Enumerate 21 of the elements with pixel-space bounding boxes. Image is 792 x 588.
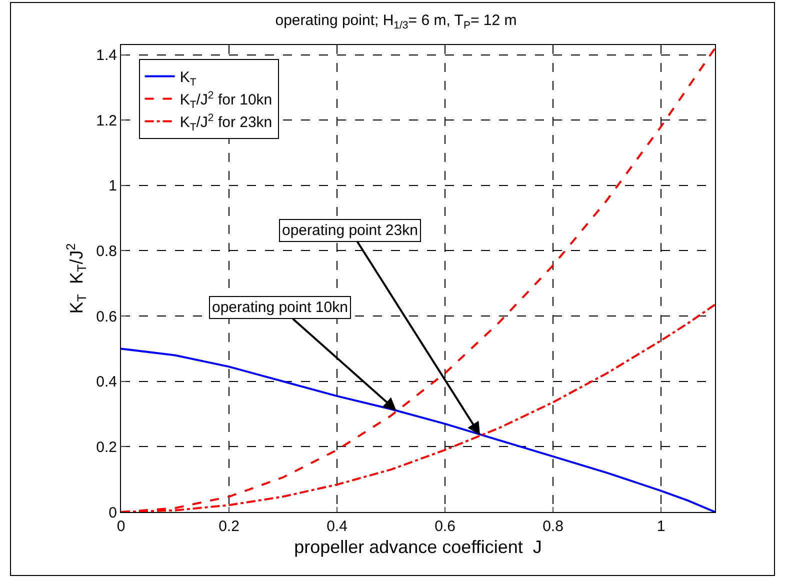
y-tick-label: 0.4 — [96, 374, 117, 391]
legend-label: K$_{T}$/J$^{2}$ for 23kn — [180, 112, 272, 134]
line-series — [121, 348, 715, 512]
legend-label: K$_{T}$ — [180, 69, 197, 88]
annotation: operating point 10kn — [212, 299, 348, 316]
annotation: operating point 23kn — [282, 222, 418, 239]
legend-label: K$_{T}$/J$^{2}$ for 10kn — [180, 89, 272, 111]
chart-title: operating point; H$_{1/3}$= 6 m, T$_{P}$= 12 m — [275, 12, 517, 32]
x-tick-label: 0.6 — [434, 518, 456, 535]
x-tick-label: 1 — [656, 518, 666, 535]
x-tick-label: 0.8 — [542, 518, 564, 535]
y-tick-label: 1.2 — [96, 112, 117, 130]
x-tick-label: 0.4 — [326, 518, 348, 535]
y-tick-label: 0.6 — [96, 308, 117, 326]
y-tick-label: 1.4 — [96, 47, 117, 64]
x-axis-title: propeller advance coefficient J — [294, 537, 542, 558]
y-tick-label: 0 — [108, 504, 117, 522]
y-tick-label: 0.8 — [96, 242, 117, 260]
y-tick-label: 0.2 — [96, 438, 117, 456]
y-tick-label: 1 — [108, 178, 117, 195]
x-tick-label: 0.2 — [218, 518, 240, 535]
